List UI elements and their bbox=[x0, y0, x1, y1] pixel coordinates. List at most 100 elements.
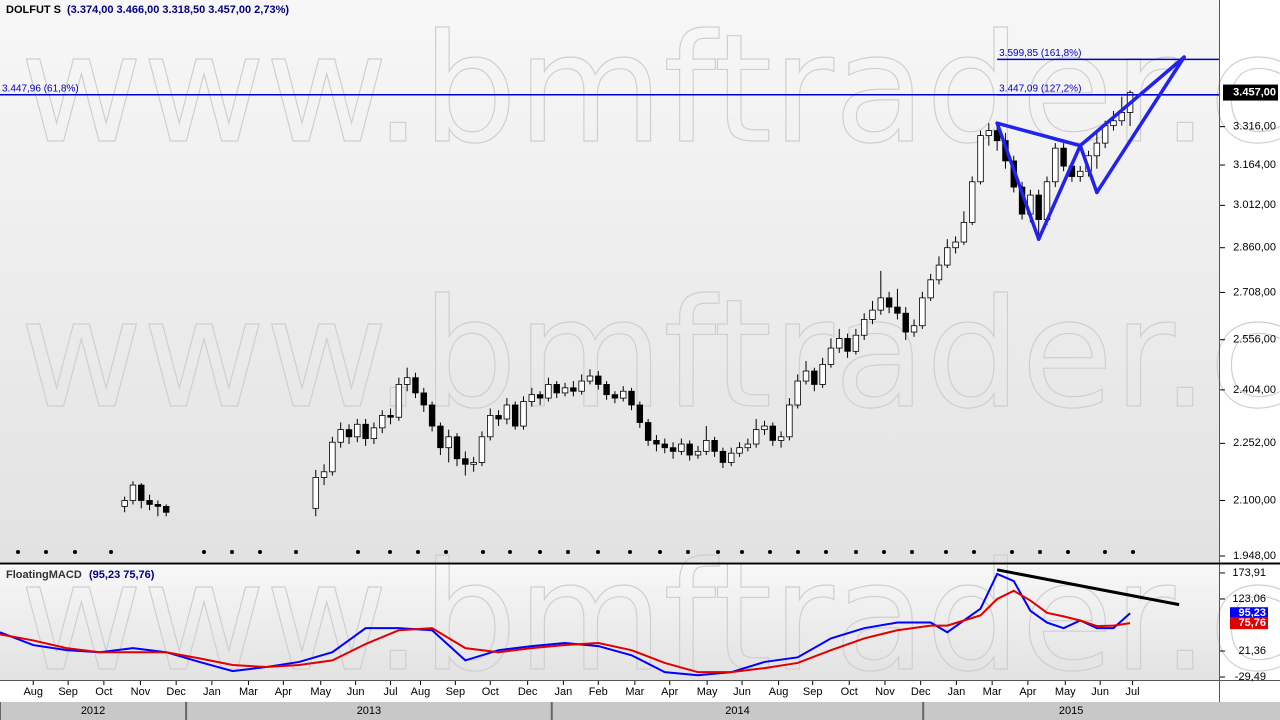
candle-body bbox=[536, 394, 544, 399]
watermark: www.bmftrader.com bbox=[20, 268, 1280, 442]
candle-body bbox=[653, 440, 660, 445]
candle-body bbox=[453, 436, 461, 460]
y-tick-label: 3.012,00 bbox=[1233, 199, 1276, 211]
candle-body bbox=[545, 384, 552, 399]
candle-body bbox=[495, 415, 502, 420]
candle-body bbox=[312, 477, 319, 509]
date-marker bbox=[16, 550, 20, 554]
candle-body bbox=[561, 387, 569, 394]
date-marker bbox=[596, 550, 600, 554]
y-tick-label: 2.860,00 bbox=[1233, 242, 1276, 254]
candle-body bbox=[611, 394, 619, 399]
macd-plot bbox=[0, 572, 1131, 677]
candle-body bbox=[744, 443, 752, 449]
candle-body bbox=[520, 401, 527, 427]
candle-body bbox=[138, 484, 145, 501]
candle-body bbox=[636, 404, 644, 423]
candle-body bbox=[370, 427, 378, 440]
year-label: 2013 bbox=[357, 705, 381, 717]
pattern-leg bbox=[1078, 143, 1099, 195]
candle-body bbox=[553, 384, 560, 394]
x-tick-label: Aug bbox=[769, 686, 789, 698]
x-tick-label: Jun bbox=[733, 686, 751, 698]
y-tick-label: 21,36 bbox=[1238, 645, 1266, 657]
year-label: 2014 bbox=[725, 705, 749, 717]
x-tick-label: Jun bbox=[1091, 686, 1109, 698]
x-tick-label: Oct bbox=[841, 686, 858, 698]
date-marker bbox=[1131, 550, 1135, 554]
year-bar bbox=[0, 702, 1280, 720]
x-tick-label: May bbox=[310, 686, 331, 698]
date-marker bbox=[768, 550, 772, 554]
pattern-leg bbox=[995, 121, 1041, 241]
candle-body bbox=[437, 425, 444, 449]
candle-body bbox=[902, 312, 909, 333]
x-tick-label: Mar bbox=[239, 686, 258, 698]
axes: 1.948,00 2.100,00 2.252,00 2.404,00 2.556,00… bbox=[0, 48, 1278, 720]
candle-body bbox=[503, 404, 511, 420]
x-tick-label: Dec bbox=[911, 686, 931, 698]
value-tag-label: 95,23 bbox=[1238, 607, 1266, 619]
candle-body bbox=[570, 387, 577, 392]
date-marker bbox=[628, 550, 632, 554]
date-marker bbox=[566, 550, 570, 554]
x-tick-label: Jan bbox=[948, 686, 966, 698]
date-marker bbox=[824, 550, 828, 554]
candle-body bbox=[969, 181, 976, 223]
candle-body bbox=[345, 429, 353, 438]
y-tick-label: 3.164,00 bbox=[1233, 159, 1276, 171]
x-tick-label: Jul bbox=[1126, 686, 1140, 698]
macd-line bbox=[0, 589, 1131, 674]
date-marker bbox=[910, 550, 914, 554]
candle-body bbox=[678, 443, 685, 452]
x-tick-label: Aug bbox=[411, 686, 431, 698]
x-tick-label: Jul bbox=[384, 686, 398, 698]
candle-body bbox=[387, 415, 394, 418]
candle-body bbox=[379, 415, 386, 429]
candle-body bbox=[511, 404, 519, 427]
candle-body bbox=[603, 384, 610, 396]
candle-body bbox=[769, 425, 776, 441]
candle-body bbox=[910, 325, 918, 333]
y-tick-label: 3.316,00 bbox=[1233, 121, 1276, 133]
date-marker bbox=[73, 550, 77, 554]
candle-body bbox=[844, 338, 851, 352]
candle-body bbox=[786, 404, 793, 438]
candle-body bbox=[162, 505, 170, 513]
candle-body bbox=[669, 447, 677, 452]
fib-label: 3.599,85 (161,8%) bbox=[999, 48, 1081, 59]
date-marker bbox=[109, 550, 113, 554]
candle-body bbox=[836, 338, 843, 349]
date-marker bbox=[740, 550, 744, 554]
date-marker bbox=[658, 550, 662, 554]
x-tick-label: Sep bbox=[58, 686, 78, 698]
y-tick-label: 2.708,00 bbox=[1233, 286, 1276, 298]
value-tag-label: 75,76 bbox=[1238, 617, 1266, 629]
candle-body bbox=[487, 415, 494, 438]
candle-body bbox=[412, 377, 419, 394]
candle-body bbox=[395, 384, 403, 418]
candle-body bbox=[362, 423, 369, 440]
candle-body bbox=[586, 375, 594, 382]
candle-body bbox=[428, 404, 436, 427]
x-tick-label: Apr bbox=[661, 686, 678, 698]
x-tick-label: Sep bbox=[446, 686, 466, 698]
candle-body bbox=[752, 429, 760, 445]
date-marker bbox=[416, 550, 420, 554]
watermarks: www.bmftrader.com www.bmftrader.com www.… bbox=[19, 2, 1280, 705]
trend-line bbox=[996, 568, 1180, 607]
candle-body bbox=[919, 297, 926, 327]
x-tick-label: Nov bbox=[875, 686, 895, 698]
year-label: 2012 bbox=[81, 705, 105, 717]
year-label: 2015 bbox=[1059, 705, 1083, 717]
x-tick-label: Oct bbox=[482, 686, 499, 698]
candle-body bbox=[478, 436, 486, 463]
candle-body bbox=[703, 440, 710, 452]
date-marker bbox=[686, 550, 690, 554]
candle-body bbox=[977, 135, 984, 183]
candle-body bbox=[620, 390, 627, 399]
candle-body bbox=[952, 241, 959, 249]
candle-body bbox=[852, 334, 860, 352]
